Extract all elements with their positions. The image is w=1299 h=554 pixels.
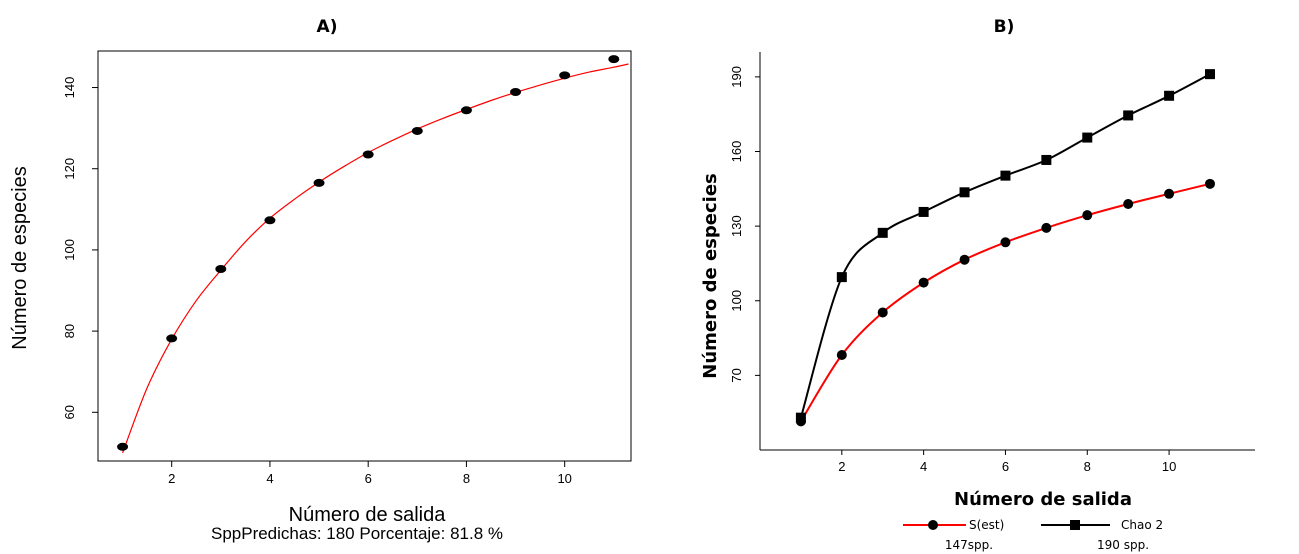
panel-a-fitted-curve [122, 63, 629, 454]
panel-a-y-tick-label: 140 [62, 77, 77, 99]
panel-a-y-tick-label: 80 [62, 324, 77, 338]
panel-b-x-axis-title: Número de salida [954, 489, 1132, 510]
panel-b-chao2-marker [918, 206, 929, 217]
panel-b-chao2-marker [1123, 110, 1134, 121]
panel-b-chao2-marker [1041, 154, 1052, 165]
panel-a-fitted-curve-line [122, 63, 629, 454]
panel-a-data-point [313, 178, 325, 187]
panel-b-x-tick-label: 2 [838, 459, 845, 474]
panel-b-sest-marker [836, 349, 847, 360]
panel-b-x-tick-label: 10 [1162, 459, 1176, 474]
panel-a-caption: SppPredichas: 180 Porcentaje: 81.8 % [211, 524, 503, 543]
panel-a-x-tick-label: 10 [557, 471, 571, 486]
panel-a-data-point [264, 216, 276, 225]
panel-b-sest-marker [959, 254, 970, 265]
legend-sest-marker [928, 520, 938, 530]
panel-a-data-point [411, 126, 423, 135]
panel-a-data-point [460, 106, 472, 115]
panel-b-chao2-marker [1082, 132, 1093, 143]
panel-b-x-tick-label: 6 [1002, 459, 1009, 474]
panel-a-y-tick-label: 120 [62, 158, 77, 180]
legend-sest-sublabel: 147spp. [945, 538, 993, 552]
panel-a-label: A) [317, 17, 338, 37]
panel-b-sest-marker [1164, 188, 1175, 199]
panel-b-series-lines [799, 73, 1211, 422]
panel-a-data-point [166, 334, 178, 343]
panel-b-sest-marker [1041, 222, 1052, 233]
legend-chao2-marker [1070, 520, 1080, 530]
panel-a-data-point [362, 150, 374, 159]
legend-chao2-sublabel: 190 spp. [1097, 538, 1149, 552]
panel-b-y-tick-label: 130 [729, 215, 744, 237]
panel-b-sest-marker [877, 307, 888, 318]
panel-b: B) 2 4 6 8 10 70 100 130 160 190 Número de espec… [700, 17, 1255, 552]
panel-b-chao2-marker [877, 227, 888, 238]
panel-a-data-point [510, 88, 522, 96]
panel-a-data-point [215, 264, 227, 273]
panel-a-y-tick-label: 60 [62, 405, 77, 419]
panel-b-y-tick-label: 190 [729, 66, 744, 88]
panel-b-y-tick-label: 160 [729, 141, 744, 163]
panel-b-sest-marker [1205, 178, 1215, 189]
panel-a-points [117, 55, 620, 451]
panel-a-x-tick-label: 8 [463, 471, 470, 486]
panel-a-x-axis: 2 4 6 8 10 [168, 461, 572, 486]
panel-b-label: B) [994, 17, 1015, 37]
panel-b-y-axis: 70 100 130 160 190 [729, 66, 760, 383]
panel-a-data-point [117, 442, 129, 451]
panel-b-y-axis-title: Número de especies [700, 173, 721, 379]
panel-b-chao2-marker [1205, 69, 1215, 80]
panel-b-chao2-marker [1000, 170, 1011, 181]
panel-a-y-axis: 60 80 100 120 140 [62, 77, 98, 420]
panel-b-sest-marker [1000, 237, 1011, 248]
panel-b-y-tick-label: 100 [729, 290, 744, 312]
panel-a-plot-frame [97, 50, 632, 462]
panel-a-x-tick-label: 2 [168, 471, 175, 486]
panel-b-y-tick-label: 70 [729, 368, 744, 382]
panel-b-chao2-marker [959, 187, 970, 198]
panel-b-chao2-line [799, 73, 1211, 418]
panel-b-chao2-marker [1164, 90, 1175, 101]
panel-a-data-point [608, 55, 620, 64]
panel-a-x-tick-label: 4 [266, 471, 273, 486]
panel-b-series-markers [795, 69, 1215, 427]
panel-b-chao2-marker [795, 412, 806, 423]
panel-b-x-tick-label: 8 [1084, 459, 1091, 474]
panel-b-x-axis: 2 4 6 8 10 [838, 450, 1176, 474]
panel-b-sest-marker [918, 277, 929, 288]
panel-b-x-tick-label: 4 [920, 459, 927, 474]
legend-sest-label: S(est) [969, 518, 1004, 532]
panel-a-x-axis-title: Número de salida [289, 504, 447, 526]
panel-a-x-tick-label: 6 [365, 471, 372, 486]
legend-chao2-label: Chao 2 [1121, 518, 1163, 532]
panel-b-sest-marker [1082, 210, 1093, 221]
panel-a: A) 2 4 6 8 10 60 80 100 120 140 Número de especi… [9, 17, 632, 543]
panel-a-y-axis-title: Número de especies [9, 166, 31, 349]
panel-a-y-tick-label: 100 [62, 239, 77, 261]
panel-b-sest-marker [1123, 198, 1134, 209]
panel-b-chao2-marker [836, 272, 847, 283]
panel-a-data-point [559, 71, 571, 80]
panel-b-sest-line [800, 182, 1211, 422]
panel-b-legend: S(est) 147spp. Chao 2 190 spp. [903, 518, 1163, 552]
